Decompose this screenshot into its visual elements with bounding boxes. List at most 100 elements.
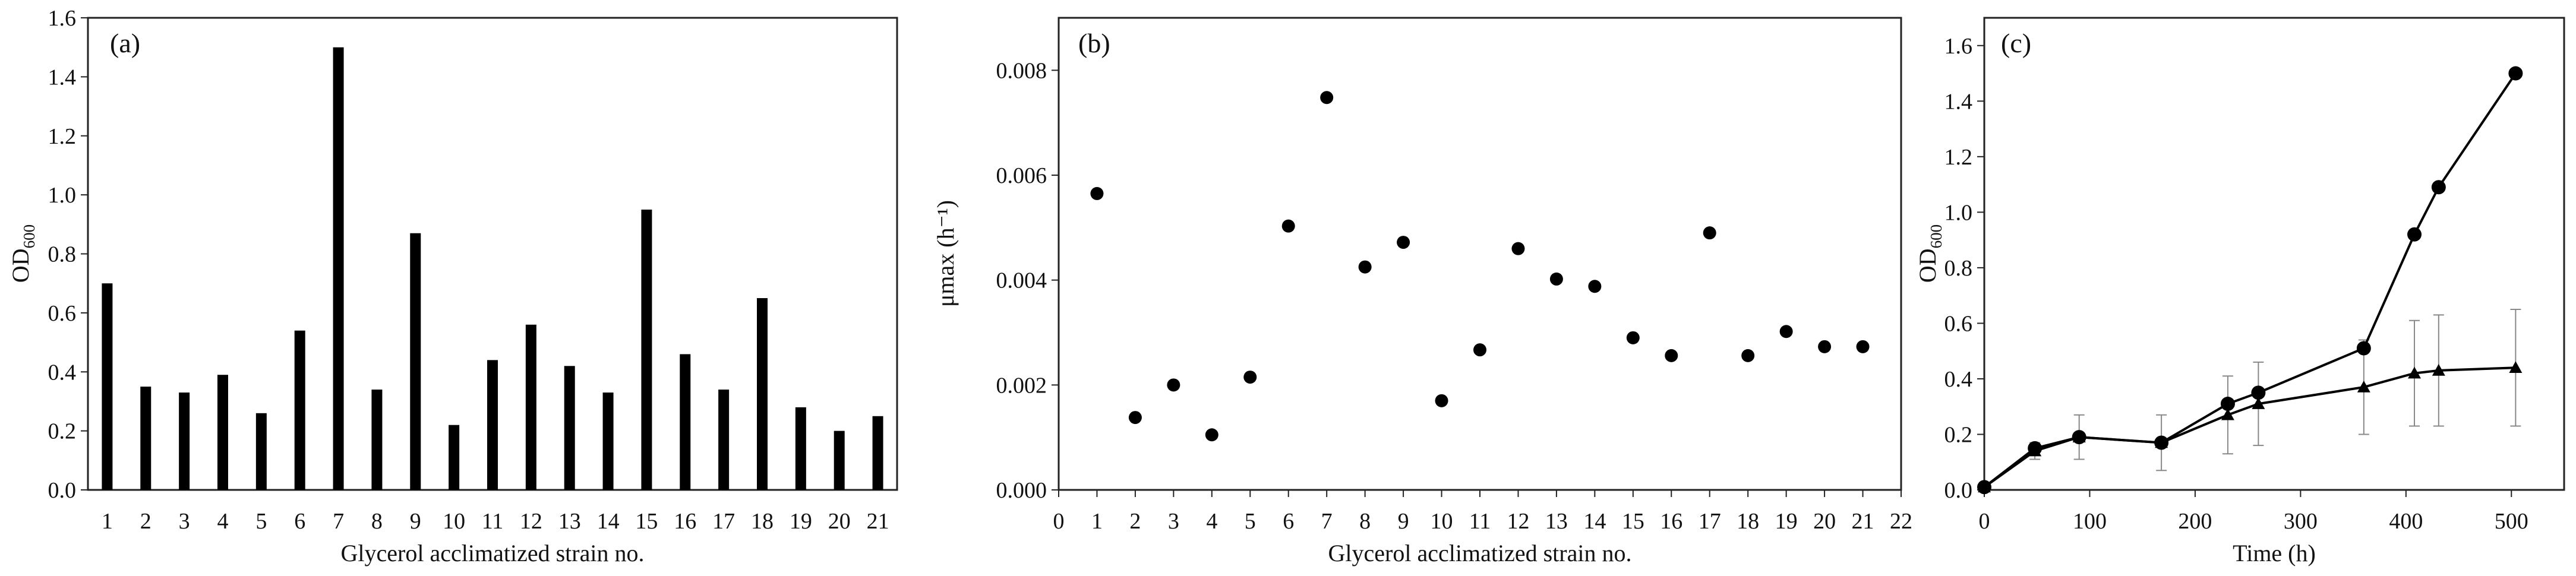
triangle-data-point (2509, 361, 2523, 374)
triangle-data-point (2408, 366, 2422, 379)
x-tick-label: 5 (1245, 509, 1256, 534)
x-tick-label: 16 (674, 509, 696, 534)
x-tick-label: 12 (520, 509, 542, 534)
scatter-point (1549, 272, 1563, 286)
y-tick-label: 0.002 (996, 373, 1047, 398)
y-tick-label: 0.4 (48, 360, 77, 385)
scatter-point (1358, 260, 1372, 274)
bar (680, 354, 691, 490)
x-tick-label: 5 (255, 509, 267, 534)
scatter-point (1320, 91, 1334, 105)
bar (410, 233, 421, 490)
y-tick-label: 0.2 (1944, 422, 1973, 447)
bar-series (102, 47, 883, 490)
y-tick-label: 1.4 (1944, 89, 1973, 114)
x-tick-label: 500 (2495, 509, 2528, 534)
scatter-point (1741, 349, 1755, 362)
triangle-data-point (2357, 380, 2370, 393)
y-tick-label: 0.8 (1944, 256, 1973, 281)
x-tick-label: 2 (140, 509, 151, 534)
x-tick-label: 18 (751, 509, 774, 534)
y-axis-title-subscript: 600 (1927, 224, 1945, 249)
y-tick-label: 1.4 (48, 65, 77, 90)
y-tick-label: 0.004 (996, 268, 1047, 293)
plot-frame (1057, 17, 1902, 491)
x-tick-label: 6 (294, 509, 305, 534)
x-tick-label: 1 (102, 509, 113, 534)
scatter-point (1856, 340, 1870, 353)
circle-data-point (2431, 180, 2446, 195)
bar (140, 387, 151, 490)
y-tick-label: 1.0 (1944, 200, 1973, 225)
y-axis-ticks: 0.000 0.002 0.004 0.006 0.008 (996, 58, 1059, 503)
circle-data-point (2251, 385, 2266, 400)
x-tick-label: 15 (635, 509, 658, 534)
x-tick-label: 13 (558, 509, 581, 534)
y-tick-label: 1.6 (1944, 34, 1973, 59)
bar (525, 324, 536, 490)
scatter-point (1473, 343, 1486, 357)
y-axis-title-main: OD (1914, 248, 1941, 283)
triangle-data-point (2072, 431, 2086, 442)
circle-data-point (2356, 341, 2371, 356)
panel-b-chart: (b) μmax (h⁻¹) Glycerol acclimatized str… (909, 0, 1913, 576)
x-tick-label: 21 (1852, 509, 1874, 534)
x-tick-label: 18 (1737, 509, 1759, 534)
bar (641, 209, 652, 490)
y-axis-title: OD600 (1914, 224, 1945, 283)
y-tick-label: 0.0 (48, 478, 77, 503)
y-tick-label: 0.6 (1944, 311, 1973, 336)
bar (371, 390, 383, 490)
x-tick-label: 100 (2073, 509, 2107, 534)
x-tick-label: 10 (1431, 509, 1453, 534)
x-tick-label: 13 (1545, 509, 1568, 534)
y-axis-title-subscript: 600 (20, 224, 38, 249)
bar (487, 360, 498, 490)
x-axis-ticks: 0 1 2 3 4 5 6 7 8 9 10 11 12 13 14 15 16 17 18 19 20 21 22 (1053, 490, 1912, 534)
bar (564, 366, 575, 490)
plot-frame (1983, 17, 2565, 491)
y-tick-label: 0.0 (1944, 478, 1973, 503)
bar (102, 283, 113, 490)
y-tick-label: 0.8 (48, 242, 77, 267)
bar-chart-od600: (a) OD600 Glycerol acclimatized strain n… (7, 6, 898, 566)
bar (718, 390, 730, 490)
bar (333, 47, 344, 490)
x-tick-label: 6 (1283, 509, 1294, 534)
x-tick-label: 21 (867, 509, 889, 534)
y-tick-label: 1.6 (48, 6, 77, 31)
x-tick-label: 8 (371, 509, 383, 534)
x-tick-label: 10 (443, 509, 465, 534)
triangle-data-point (2252, 397, 2265, 409)
x-tick-label: 15 (1622, 509, 1644, 534)
scatter-point (1090, 186, 1104, 200)
x-tick-label: 7 (1321, 509, 1333, 534)
circle-data-point (2508, 66, 2523, 81)
x-tick-label: 14 (1583, 509, 1606, 534)
error-bars (2029, 309, 2521, 471)
panel-label: (b) (1078, 28, 1110, 58)
svg-text:OD600: OD600 (1914, 224, 1945, 283)
x-tick-label: 4 (1206, 509, 1217, 534)
x-tick-label: 2 (1129, 509, 1141, 534)
y-tick-label: 1.0 (48, 183, 77, 208)
scatter-chart-umax: (b) μmax (h⁻¹) Glycerol acclimatized str… (932, 17, 1912, 566)
x-tick-label: 14 (597, 509, 620, 534)
panel-label: (a) (110, 28, 140, 58)
x-axis-title: Glycerol acclimatized strain no. (341, 540, 645, 566)
series-lines (1983, 72, 2517, 488)
panel-c-chart: (c) OD600 Time (h) 0.0 0.2 0.4 0.6 0.8 1.0 1.2… (1913, 0, 2576, 576)
triangle-series-line (1983, 366, 2516, 488)
bar (872, 416, 883, 490)
x-tick-label: 19 (1775, 509, 1798, 534)
series-markers (1977, 66, 2523, 495)
panel-label: (c) (2001, 28, 2031, 58)
x-tick-label: 9 (1398, 509, 1409, 534)
x-tick-label: 7 (333, 509, 344, 534)
x-tick-label: 11 (1469, 509, 1491, 534)
scatter-series (1090, 91, 1870, 442)
x-tick-label: 16 (1660, 509, 1682, 534)
circle-data-point (2220, 397, 2235, 412)
triangle-data-point (2028, 444, 2042, 457)
y-tick-label: 1.2 (1944, 145, 1973, 170)
